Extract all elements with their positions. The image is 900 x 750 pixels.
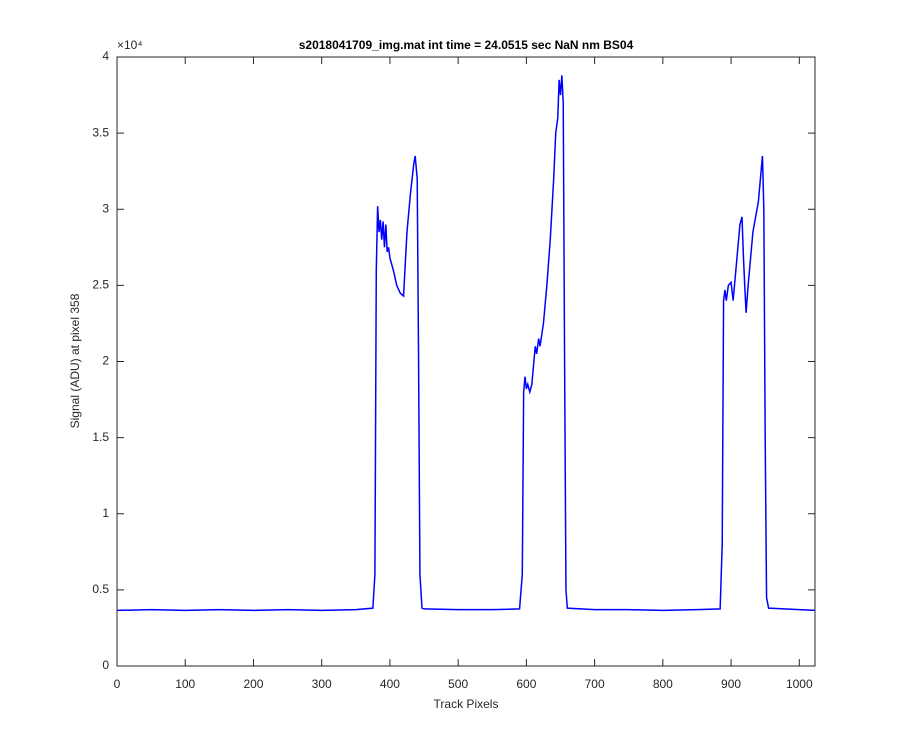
x-tick-label: 900 — [721, 677, 741, 691]
x-tick-label: 300 — [312, 677, 332, 691]
x-tick-label: 0 — [114, 677, 121, 691]
x-tick-label: 100 — [175, 677, 195, 691]
y-axis-label: Signal (ADU) at pixel 358 — [68, 293, 82, 428]
x-tick-label: 700 — [585, 677, 605, 691]
y-multiplier: ×10⁴ — [117, 38, 143, 52]
y-tick-label: 4 — [102, 49, 109, 63]
y-tick-label: 0.5 — [92, 582, 109, 596]
x-tick-label: 800 — [653, 677, 673, 691]
x-axis-label: Track Pixels — [434, 697, 499, 711]
y-tick-label: 3 — [102, 201, 109, 215]
y-tick-label: 0 — [102, 658, 109, 672]
y-tick-label: 2 — [102, 354, 109, 368]
y-tick-label: 2.5 — [92, 278, 109, 292]
x-tick-label: 200 — [243, 677, 263, 691]
data-line — [116, 75, 816, 612]
x-tick-label: 1000 — [786, 677, 813, 691]
y-tick-label: 1.5 — [92, 430, 109, 444]
x-tick-label: 600 — [516, 677, 536, 691]
chart-title: s2018041709_img.mat int time = 24.0515 s… — [299, 38, 634, 52]
x-tick-label: 500 — [448, 677, 468, 691]
plot-frame — [116, 56, 816, 667]
x-tick-label: 400 — [380, 677, 400, 691]
y-tick-label: 3.5 — [92, 125, 109, 139]
y-tick-label: 1 — [102, 506, 109, 520]
